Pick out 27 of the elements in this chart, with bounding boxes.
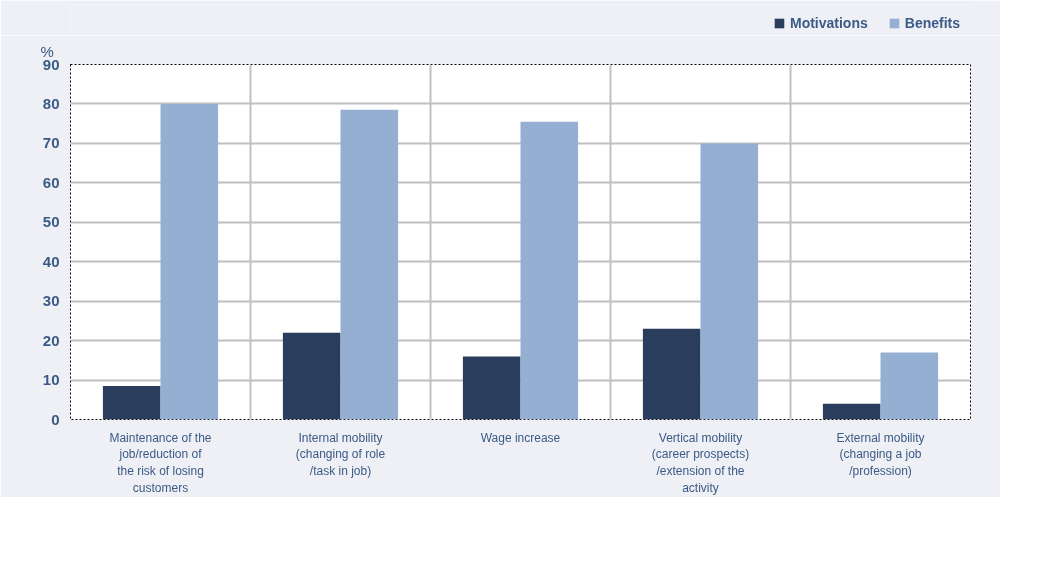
y-tick-label: 0 — [51, 410, 60, 428]
bar — [160, 103, 219, 420]
y-tick-label: 50 — [42, 213, 60, 231]
legend-label: Benefits — [904, 15, 960, 31]
y-tick-label: 70 — [42, 134, 60, 152]
bar — [282, 332, 341, 420]
y-tick-label: 20 — [42, 331, 60, 349]
bar — [700, 143, 759, 420]
bar — [642, 328, 701, 420]
bar — [880, 352, 939, 420]
bar — [462, 356, 521, 420]
legend-label: Motivations — [789, 15, 868, 31]
y-tick-label: 80 — [42, 94, 60, 112]
y-tick-label: 30 — [42, 292, 60, 310]
bar — [520, 121, 579, 420]
bar — [102, 385, 161, 420]
bar — [822, 403, 881, 420]
x-tick-label: Internal mobility (changing of role /task in job) — [295, 430, 386, 479]
bar — [340, 109, 399, 420]
x-tick-label: Maintenance of the job/reduction of the risk of losing customers — [109, 430, 212, 495]
x-tick-label: Wage increase — [480, 430, 561, 445]
y-axis-title: % — [40, 42, 54, 60]
x-tick-label: Vertical mobility (career prospects) /extension of the activity — [651, 430, 750, 495]
y-tick-label: 10 — [42, 371, 60, 389]
x-tick-label: External mobility (changing a job /profession) — [836, 430, 925, 479]
y-tick-label: 40 — [42, 252, 60, 270]
y-tick-label: 60 — [42, 173, 60, 191]
